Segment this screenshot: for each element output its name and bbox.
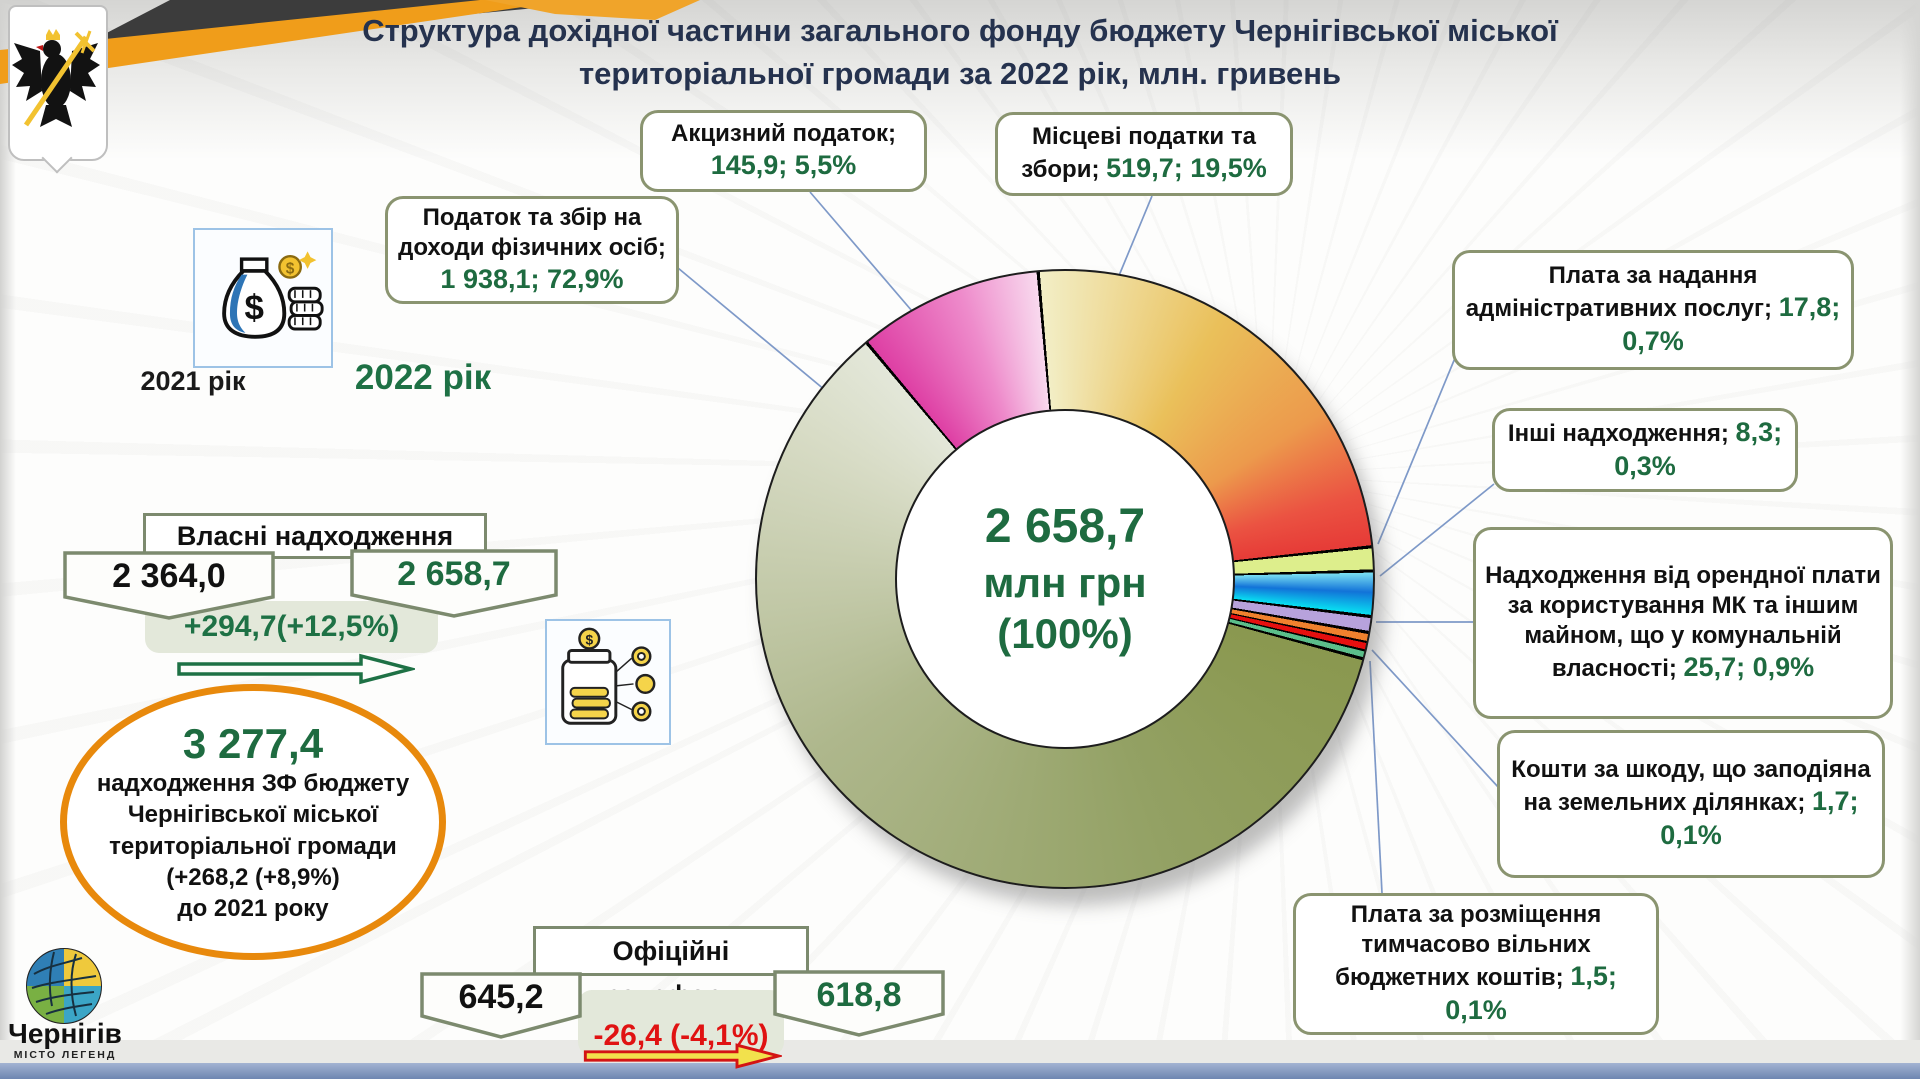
callout-rent-revenues: Надходження від орендної плати за корист…: [1473, 527, 1893, 719]
transfers-2021-value: 645,2: [458, 978, 544, 1016]
own-revenues-change-badge: +294,7(+12,5%): [145, 601, 438, 653]
transfers-2022-banner: 618,8: [773, 970, 945, 1038]
green-growth-arrow-icon: [177, 653, 415, 685]
city-logo-name: Чернігів: [8, 1018, 122, 1049]
svg-text:$: $: [286, 261, 295, 278]
own-revenues-2021-banner: 2 364,0: [63, 551, 275, 621]
total-fund-ellipse: 3 277,4 надходження ЗФ бюджету Чернігівс…: [60, 684, 446, 960]
left-edge-shading: [0, 0, 16, 1079]
own-revenues-2021-value: 2 364,0: [112, 557, 226, 595]
callout-label: Плата за надання адміністративних послуг…: [1465, 262, 1773, 323]
bottom-gray-strip: [0, 1040, 1920, 1064]
callout-admin-services-fee: Плата за надання адміністративних послуг…: [1452, 250, 1854, 370]
callout-label: Плата за розміщення тимчасово вільних бю…: [1335, 901, 1602, 992]
callout-value: 519,7; 19,5%: [1106, 153, 1267, 184]
total-unit: млн грн: [983, 559, 1147, 607]
bottom-blue-strip: [0, 1063, 1920, 1079]
callout-value: 8,3; 0,3%: [1614, 417, 1783, 481]
callout-label: Інші надходження;: [1507, 420, 1729, 448]
banner-shape: [63, 551, 275, 620]
eagle-icon: [12, 29, 100, 127]
total-fund-text: надходження ЗФ бюджету Чернігівської міс…: [96, 770, 410, 922]
callout-value: 1 938,1; 72,9%: [440, 264, 624, 295]
transfers-change-badge: -26,4 (-4,1%): [578, 990, 784, 1056]
svg-text:$: $: [244, 288, 263, 327]
money-bag-icon-box: $ $: [193, 228, 333, 368]
city-logo-icon: [26, 948, 102, 1024]
transfers-title: Офіційні трансферти: [533, 926, 809, 1010]
callout-value: 1,7; 0,1%: [1660, 786, 1859, 850]
callout-label: Податок та збір на доходи фізичних осіб;: [398, 204, 666, 262]
callout-value: 25,7; 0,9%: [1683, 652, 1815, 683]
callout-other-revenues: Інші надходження; 8,3; 0,3%: [1492, 408, 1798, 492]
own-revenues-title: Власні надходження: [143, 513, 487, 559]
callout-label: Акцизний податок;: [671, 120, 896, 148]
callout-value: 145,9; 5,5%: [710, 150, 857, 181]
svg-text:$: $: [585, 633, 593, 648]
callout-personal-income-tax: Податок та збір на доходи фізичних осіб;…: [385, 196, 679, 304]
money-bag-icon: $ $: [222, 251, 324, 339]
right-edge-shading: [1900, 0, 1920, 1079]
total-share: (100%): [997, 610, 1133, 658]
callout-label: Кошти за шкоду, що заподіяна на земельни…: [1511, 756, 1871, 817]
own-revenues-2022-value: 2 658,7: [397, 555, 511, 593]
callout-label: Місцеві податки та збори;: [1021, 123, 1256, 184]
callout-deposit-placement-fee: Плата за розміщення тимчасово вільних бю…: [1293, 893, 1659, 1035]
year-2022-label: 2022 рік: [354, 358, 492, 397]
callout-excise-tax: Акцизний податок; 145,9; 5,5%: [640, 110, 927, 192]
corner-stripes-decoration: [0, 0, 700, 84]
page-title: Структура дохідної частини загального фо…: [240, 10, 1680, 96]
red-decline-arrow-icon: [583, 1043, 782, 1069]
coat-of-arms: [8, 5, 108, 161]
money-jar-icon: $: [561, 627, 656, 725]
title-line-2: територіальної громади за 2022 рік, млн.…: [578, 55, 1341, 91]
callout-value: 1,5; 0,1%: [1445, 961, 1617, 1025]
total-fund-value: 3 277,4: [182, 719, 324, 767]
year-2021-label: 2021 рік: [140, 366, 246, 396]
total-value: 2 658,7: [984, 500, 1146, 554]
callout-local-taxes: Місцеві податки та збори; 519,7; 19,5%: [995, 112, 1293, 196]
callout-value: 17,8; 0,7%: [1622, 292, 1841, 356]
own-revenues-2022-banner: 2 658,7: [350, 549, 558, 619]
banner-shape: [350, 549, 558, 618]
banner-shape: [420, 972, 582, 1039]
banner-shape: [773, 970, 945, 1037]
callout-label: Надходження від орендної плати за корист…: [1485, 562, 1881, 683]
money-jar-icon-box: $: [545, 619, 671, 745]
callout-land-damage-fees: Кошти за шкоду, що заподіяна на земельни…: [1497, 730, 1885, 878]
donut-center-label: 2 658,7 млн грн (100%): [895, 409, 1235, 749]
title-line-1: Структура дохідної частини загального фо…: [362, 13, 1558, 48]
transfers-2022-value: 618,8: [816, 976, 902, 1014]
city-logo-tagline: МІСТО ЛЕГЕНД: [13, 1049, 117, 1061]
transfers-2021-banner: 645,2: [420, 972, 582, 1040]
